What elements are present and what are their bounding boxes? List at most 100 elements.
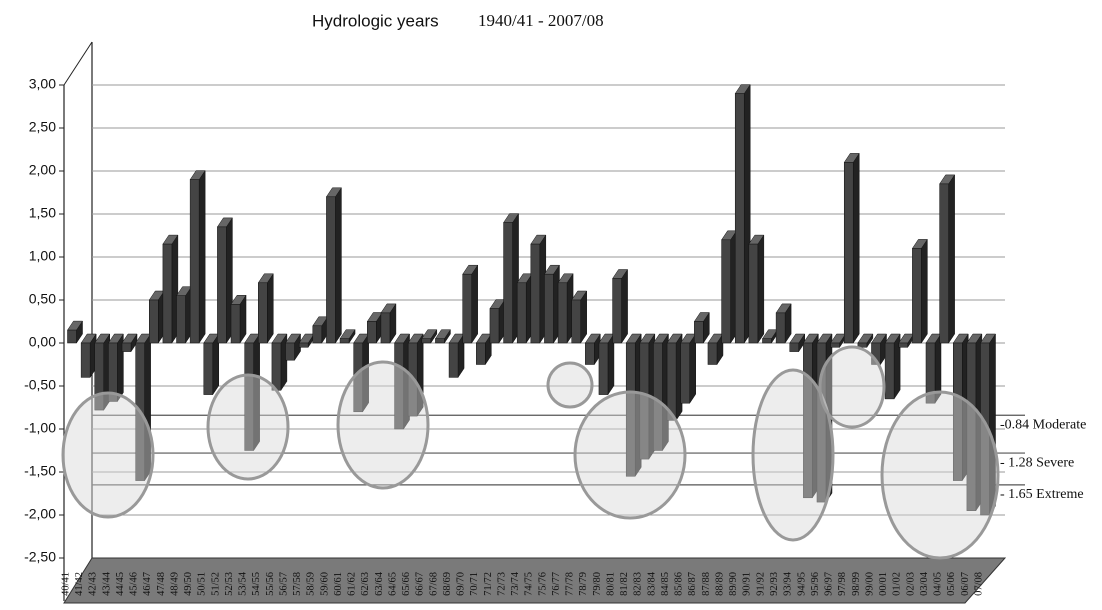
y-tick-label: -0,50	[24, 377, 56, 393]
x-tick-label: 55/56	[265, 572, 276, 596]
bar	[898, 342, 908, 348]
bar-side	[757, 234, 765, 344]
bar	[67, 329, 77, 344]
bar	[530, 243, 541, 344]
y-tick-label: 0,00	[29, 334, 56, 350]
x-tick-label: 96/97	[824, 572, 835, 596]
ellipse	[61, 391, 155, 519]
x-tick-label: 95/96	[810, 572, 821, 596]
bar	[108, 342, 118, 402]
y-tick-label: 2,00	[29, 162, 56, 178]
bar	[489, 308, 500, 344]
bar	[830, 342, 840, 348]
bar	[448, 342, 459, 378]
x-tick-label: 82/83	[633, 572, 644, 596]
x-tick-label: 48/49	[169, 572, 180, 596]
bar	[421, 338, 432, 344]
x-tick-label: 45/46	[129, 572, 140, 596]
bar	[149, 299, 159, 344]
x-tick-label: 72/73	[496, 572, 507, 596]
bar	[516, 282, 527, 344]
bar	[339, 338, 350, 344]
bar	[707, 342, 718, 365]
x-tick-label: 71/72	[483, 572, 494, 596]
bar-side	[267, 272, 274, 344]
bar	[598, 342, 609, 395]
bar-side	[621, 268, 628, 344]
bar	[694, 321, 704, 344]
bar	[748, 243, 759, 344]
x-tick-label: 52/53	[224, 572, 235, 596]
ellipse	[818, 345, 886, 429]
x-tick-label: 83/84	[646, 571, 657, 596]
x-tick-label: 44/45	[115, 572, 126, 596]
bar	[217, 226, 227, 344]
bar-side	[921, 238, 928, 344]
bar-side	[198, 169, 206, 344]
bar-side	[948, 174, 955, 344]
bar	[312, 325, 323, 344]
x-tick-label: 99/00	[864, 572, 875, 596]
x-tick-label: 76/77	[551, 572, 562, 596]
ellipse	[206, 373, 290, 481]
x-tick-label: 84/85	[660, 572, 671, 596]
x-tick-label: 00/01	[878, 572, 889, 596]
bar-side	[471, 264, 478, 344]
x-tick-label: 58/59	[306, 572, 317, 596]
threshold-label: - 1.65 Extreme	[1000, 487, 1084, 502]
x-tick-label: 04/05	[933, 572, 944, 596]
x-tick-label: 42/43	[88, 572, 99, 596]
bar	[843, 162, 854, 344]
x-tick-label: 77/78	[565, 572, 576, 596]
y-tick-label: -2,50	[24, 549, 56, 565]
bar	[298, 342, 309, 348]
bar	[326, 196, 336, 344]
x-tick-label: 61/62	[347, 572, 358, 596]
bar	[952, 342, 963, 481]
y-tick-label: -1,50	[24, 463, 56, 479]
x-tick-label: 89/90	[728, 572, 739, 596]
bar	[285, 342, 295, 361]
y-tick-label: -1,00	[24, 420, 56, 436]
x-tick-label: 05/06	[946, 572, 957, 596]
y-tick-label: 0,50	[29, 291, 56, 307]
x-tick-label: 92/93	[769, 572, 780, 596]
bar	[680, 342, 690, 404]
threshold-label: -0.84 Moderate	[1000, 417, 1086, 432]
bar	[258, 282, 268, 344]
x-tick-label: 41/42	[74, 572, 85, 596]
x-tick-label: 74/75	[524, 572, 535, 596]
x-tick-label: 81/82	[619, 572, 630, 596]
x-tick-label: 91/92	[755, 572, 766, 596]
x-tick-label: 64/65	[387, 572, 398, 596]
x-tick-label: 73/74	[510, 571, 521, 596]
x-tick-label: 06/07	[960, 572, 971, 596]
x-tick-label: 80/81	[605, 572, 616, 596]
ellipse	[880, 390, 1000, 560]
x-tick-label: 57/58	[292, 572, 303, 596]
x-tick-label: 88/89	[714, 572, 725, 596]
bar	[189, 179, 200, 344]
bar	[476, 342, 486, 365]
x-tick-label: 87/88	[701, 572, 712, 596]
bar	[367, 321, 377, 344]
x-tick-label: 65/66	[401, 572, 412, 596]
x-tick-label: 40/41	[60, 572, 71, 596]
bar	[571, 299, 581, 344]
y-tick-label: 2,50	[29, 119, 56, 135]
bar	[625, 342, 636, 477]
x-tick-label: 60/61	[333, 572, 344, 596]
x-tick-label: 78/79	[578, 572, 589, 596]
bar	[462, 273, 472, 344]
bar	[789, 342, 799, 352]
bar	[230, 304, 241, 344]
ellipse	[336, 360, 430, 490]
bar	[162, 243, 173, 344]
bar	[80, 342, 91, 378]
y-tick-label: 1,00	[29, 248, 56, 264]
bar	[925, 342, 936, 404]
floor	[63, 557, 1007, 604]
x-tick-label: 47/48	[156, 572, 167, 596]
x-tick-label: 49/50	[183, 572, 194, 596]
